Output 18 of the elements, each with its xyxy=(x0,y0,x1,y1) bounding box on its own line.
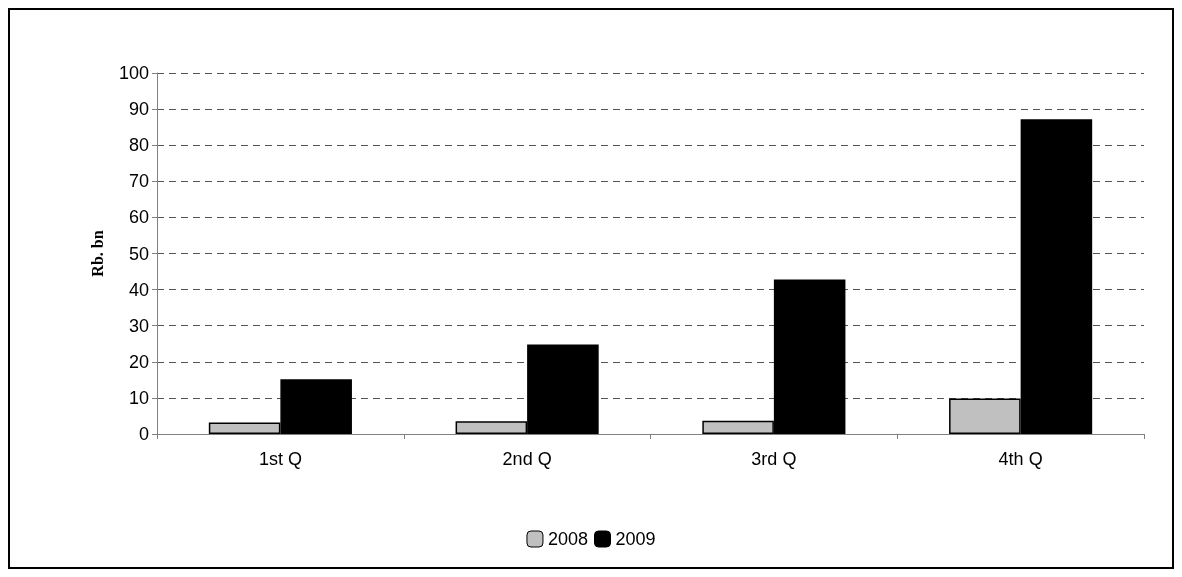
y-tick-label: 40 xyxy=(128,279,149,300)
y-tick-label: 90 xyxy=(128,99,149,120)
x-tick-label: 4th Q xyxy=(998,449,1043,469)
legend-label: 2009 xyxy=(615,529,656,549)
y-axis-title: Rb. bn xyxy=(88,230,106,277)
y-tick-label: 10 xyxy=(128,387,149,408)
y-tick-label: 30 xyxy=(128,315,149,336)
y-tick-label: 60 xyxy=(128,207,149,228)
y-tick-label: 20 xyxy=(128,351,149,372)
y-tick-label: 70 xyxy=(128,171,149,192)
y-tick-label: 80 xyxy=(128,135,149,156)
y-tick-label: 50 xyxy=(128,243,149,264)
x-tick-label: 1st Q xyxy=(258,449,302,469)
y-tick-label: 0 xyxy=(138,424,149,444)
legend-label: 2008 xyxy=(547,529,588,549)
x-tick-label: 2nd Q xyxy=(502,449,552,469)
y-tick-label: 100 xyxy=(118,63,149,83)
x-tick-label: 3rd Q xyxy=(751,449,797,469)
